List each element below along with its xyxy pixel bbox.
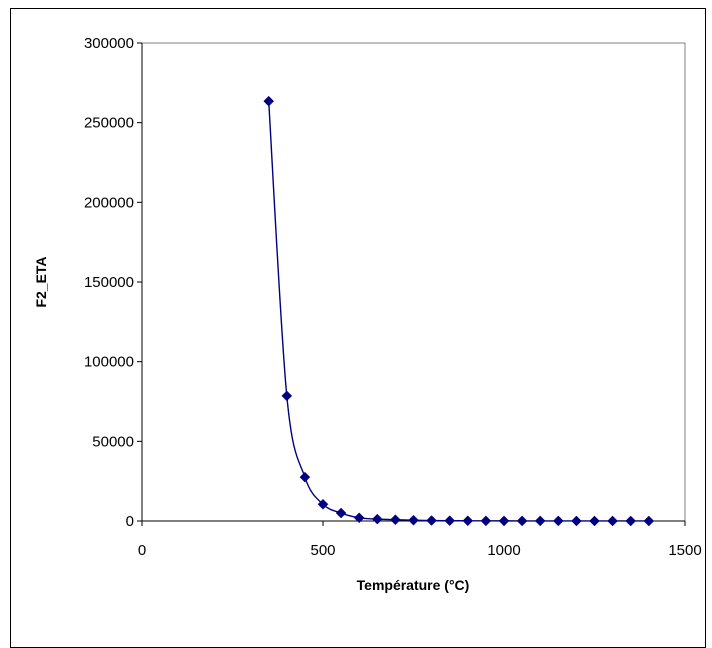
x-axis-title: Température (°C) xyxy=(357,577,470,593)
x-tick-label: 0 xyxy=(138,542,146,559)
data-point xyxy=(589,515,600,527)
data-point xyxy=(335,507,347,519)
data-point xyxy=(263,95,275,107)
y-tick-label: 300000 xyxy=(84,35,134,52)
x-tick-label: 1000 xyxy=(487,542,520,559)
data-point xyxy=(516,515,528,527)
data-point xyxy=(408,514,419,526)
y-tick-label: 0 xyxy=(126,513,134,530)
x-axis: 0 500 1000 1500 xyxy=(138,520,702,559)
data-point xyxy=(571,515,582,527)
data-point xyxy=(625,515,637,527)
y-tick-label: 250000 xyxy=(84,115,134,132)
data-point xyxy=(498,515,510,527)
y-axis: 0 50000 100000 150000 200000 250000 300000 xyxy=(84,35,143,530)
data-point xyxy=(426,515,437,526)
data-point xyxy=(462,515,474,527)
plot-area xyxy=(141,42,686,522)
chart: 0 50000 100000 150000 200000 250000 300000 0 50… xyxy=(33,35,702,593)
data-point xyxy=(607,515,618,527)
data-point xyxy=(299,471,311,483)
data-point xyxy=(390,514,401,526)
y-tick-label: 50000 xyxy=(92,433,134,450)
data-point xyxy=(353,512,365,524)
data-point xyxy=(480,515,492,527)
data-point xyxy=(317,498,329,510)
x-tick-label: 500 xyxy=(310,542,335,559)
data-point xyxy=(444,515,456,527)
data-point xyxy=(552,515,564,527)
y-tick-label: 100000 xyxy=(84,354,134,371)
data-point xyxy=(281,390,293,402)
x-tick-label: 1500 xyxy=(668,542,701,559)
y-tick-label: 150000 xyxy=(84,274,134,291)
data-point xyxy=(371,513,383,525)
series-markers xyxy=(263,95,655,527)
data-point xyxy=(643,515,655,527)
y-tick-label: 200000 xyxy=(84,194,134,211)
data-point xyxy=(534,515,546,527)
y-axis-title: F2_ETA xyxy=(33,256,49,307)
